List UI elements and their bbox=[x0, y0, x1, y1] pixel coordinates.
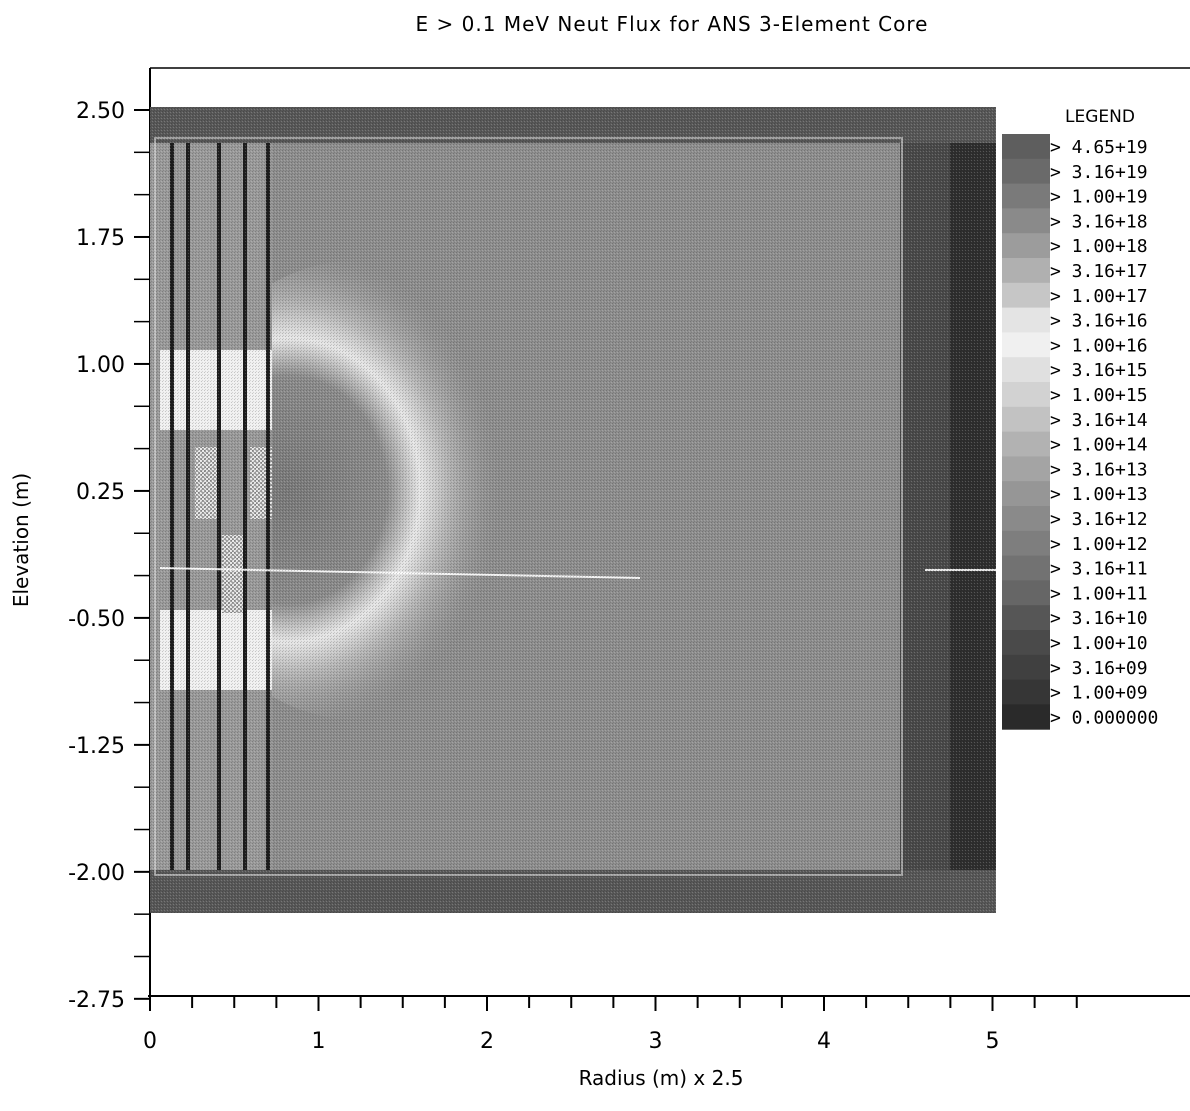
legend-label: > 1.00+15 bbox=[1050, 385, 1148, 406]
legend-label: > 3.16+13 bbox=[1050, 459, 1148, 480]
chart-title: E > 0.1 MeV Neut Flux for ANS 3-Element … bbox=[416, 12, 929, 36]
legend-swatch bbox=[1002, 332, 1050, 358]
x-tick-label: 1 bbox=[312, 1029, 326, 1054]
heatmap-field bbox=[150, 107, 1030, 913]
legend-swatch bbox=[1002, 679, 1050, 705]
legend-swatch bbox=[1002, 654, 1050, 681]
legend-label: > 3.16+18 bbox=[1050, 211, 1148, 232]
legend-title: LEGEND bbox=[1065, 107, 1135, 127]
legend-swatch bbox=[1002, 282, 1050, 309]
legend-label: > 1.00+16 bbox=[1050, 335, 1148, 356]
legend-swatch bbox=[1002, 431, 1050, 457]
legend-label: > 0.000000 bbox=[1050, 707, 1158, 728]
legend-label: > 1.00+12 bbox=[1050, 534, 1148, 555]
legend-swatch bbox=[1002, 530, 1050, 557]
legend-label: > 1.00+17 bbox=[1050, 286, 1148, 307]
legend-label: > 3.16+19 bbox=[1050, 162, 1148, 183]
legend-label: > 3.16+14 bbox=[1050, 410, 1148, 431]
legend-swatch bbox=[1002, 158, 1050, 185]
x-axis-label: Radius (m) x 2.5 bbox=[579, 1066, 744, 1090]
legend-label: > 1.00+09 bbox=[1050, 683, 1148, 704]
x-tick-label: 2 bbox=[480, 1029, 494, 1054]
x-tick-label: 3 bbox=[649, 1029, 663, 1054]
y-tick-label: 1.75 bbox=[76, 226, 125, 251]
dither-overlay bbox=[150, 107, 996, 913]
legend-label: > 3.16+10 bbox=[1050, 608, 1148, 629]
legend-label: > 3.16+11 bbox=[1050, 559, 1148, 580]
y-tick-label: 2.50 bbox=[76, 99, 125, 124]
x-tick-label: 0 bbox=[143, 1029, 157, 1054]
y-axis-ticks: 2.50 1.75 1.00 0.25 -0.50 -1.25 -2.00 -2.75 bbox=[68, 99, 150, 1013]
x-axis-ticks: 0 1 2 3 4 5 bbox=[143, 996, 1078, 1054]
legend-swatch bbox=[1002, 208, 1050, 234]
legend-swatch bbox=[1002, 506, 1050, 532]
x-tick-label: 4 bbox=[817, 1029, 831, 1054]
legend-label: > 3.16+17 bbox=[1050, 261, 1148, 282]
y-axis-label: Elevation (m) bbox=[9, 473, 33, 607]
legend-label: > 1.00+13 bbox=[1050, 484, 1148, 505]
y-tick-label: -2.00 bbox=[68, 861, 125, 886]
y-tick-label: -0.50 bbox=[68, 607, 125, 632]
legend: LEGEND > 4.65+19 > 3.16+19 > 1.00+19 > 3.16… bbox=[1002, 107, 1158, 730]
legend-swatch bbox=[1002, 704, 1050, 730]
legend-swatch bbox=[1002, 134, 1050, 160]
y-tick-label: 1.00 bbox=[76, 353, 125, 378]
y-tick-label: -1.25 bbox=[68, 734, 125, 759]
legend-swatch bbox=[1002, 555, 1050, 581]
legend-label: > 3.16+09 bbox=[1050, 658, 1148, 679]
y-tick-label: 0.25 bbox=[76, 480, 125, 505]
legend-swatch bbox=[1002, 580, 1050, 606]
legend-entries: > 4.65+19 > 3.16+19 > 1.00+19 > 3.16+18 > 1.… bbox=[1002, 134, 1158, 730]
legend-swatch bbox=[1002, 406, 1050, 433]
legend-label: > 1.00+10 bbox=[1050, 633, 1148, 654]
legend-swatch bbox=[1002, 357, 1050, 383]
legend-swatch bbox=[1002, 481, 1050, 507]
legend-swatch bbox=[1002, 258, 1050, 284]
x-tick-label: 5 bbox=[986, 1029, 1000, 1054]
legend-label: > 1.00+19 bbox=[1050, 187, 1148, 208]
legend-swatch bbox=[1002, 605, 1050, 631]
legend-label: > 1.00+11 bbox=[1050, 583, 1148, 604]
y-tick-label: -2.75 bbox=[68, 988, 125, 1013]
legend-swatch bbox=[1002, 456, 1050, 482]
legend-label: > 3.16+12 bbox=[1050, 509, 1148, 530]
legend-label: > 4.65+19 bbox=[1050, 137, 1148, 158]
legend-swatch bbox=[1002, 630, 1050, 656]
legend-label: > 3.16+16 bbox=[1050, 311, 1148, 332]
legend-swatch bbox=[1002, 307, 1050, 333]
legend-swatch bbox=[1002, 233, 1050, 259]
legend-label: > 3.16+15 bbox=[1050, 360, 1148, 381]
legend-swatch bbox=[1002, 382, 1050, 408]
legend-label: > 1.00+18 bbox=[1050, 236, 1148, 257]
legend-swatch bbox=[1002, 183, 1050, 209]
legend-label: > 1.00+14 bbox=[1050, 435, 1148, 456]
